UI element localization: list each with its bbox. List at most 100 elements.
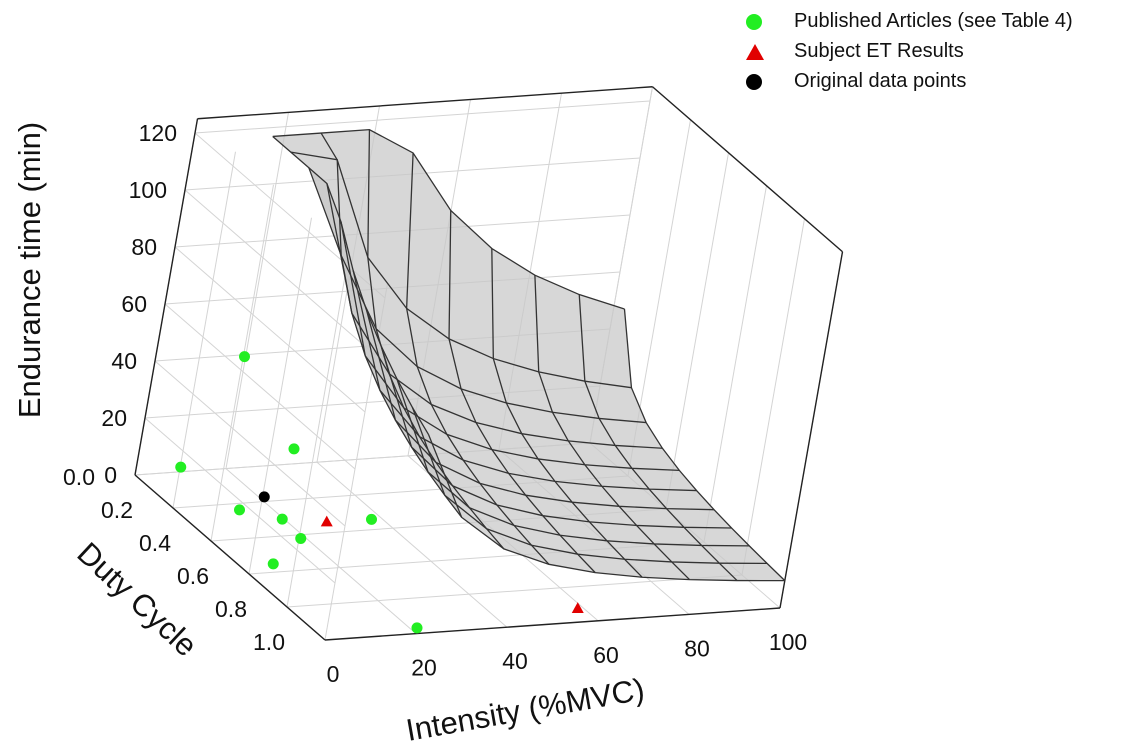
surface-patch — [452, 485, 515, 526]
y-tick-label: 0.8 — [215, 596, 247, 622]
surface-patch — [601, 486, 667, 509]
surface-patch — [389, 373, 447, 435]
surface-patch — [479, 483, 543, 516]
legend-label: Published Articles (see Table 4) — [794, 10, 1073, 32]
surface-patch — [506, 402, 569, 441]
legend-label: Subject ET Results — [794, 40, 964, 62]
surface-patch — [684, 527, 750, 546]
surface-patch — [719, 563, 785, 581]
surface-patch — [624, 559, 690, 580]
x-axis-title: Intensity (%MVC) — [403, 671, 647, 744]
side-grid-line — [210, 184, 274, 542]
surface-patch — [584, 464, 650, 490]
surface-patch — [428, 471, 487, 529]
surface-mesh-line — [308, 167, 647, 424]
x-tick-label: 60 — [593, 642, 619, 668]
x-tick-label: 100 — [769, 629, 807, 655]
surface-mesh-line — [366, 311, 715, 511]
surface-patch — [449, 338, 507, 403]
surface-patch — [654, 543, 720, 564]
surface-patch — [671, 561, 738, 581]
axis-line — [134, 118, 199, 476]
surface-patch — [290, 152, 342, 256]
surface-patch — [367, 129, 414, 309]
surface-patch — [584, 381, 647, 423]
surface-patch — [417, 366, 476, 423]
surface-patch — [367, 257, 418, 367]
surface-patch — [395, 420, 453, 486]
z-tick-label: 120 — [139, 120, 177, 146]
surface-patch — [406, 308, 462, 389]
published-article-marker — [276, 513, 288, 525]
surface-mesh-line — [340, 221, 680, 472]
y-tick-label: 0.4 — [139, 530, 171, 556]
surface-patch — [379, 390, 436, 463]
surface-patch — [469, 507, 532, 546]
surface-mesh-line — [290, 151, 632, 389]
side-grid-line — [184, 189, 376, 356]
original-data-marker — [258, 491, 270, 503]
surface-patch — [435, 462, 497, 505]
black-circle-icon — [744, 74, 764, 90]
surface-patch — [552, 412, 616, 446]
axis-line — [779, 251, 844, 609]
surface-patch — [666, 508, 732, 529]
published-article-marker — [175, 461, 187, 473]
surface-mesh-line — [411, 407, 768, 565]
surface-patch — [577, 554, 643, 578]
surface-patch — [560, 535, 625, 560]
surface-patch — [449, 210, 494, 359]
side-grid-line — [144, 417, 336, 584]
axis-line — [134, 474, 326, 641]
surface-patch — [579, 294, 632, 388]
surface-patch — [341, 255, 390, 374]
z-tick-label: 40 — [111, 348, 137, 374]
axis-line — [324, 607, 781, 641]
x-tick-label: 40 — [502, 648, 528, 674]
surface-patch — [272, 133, 338, 160]
back-grid-line — [194, 100, 651, 134]
surface-patch — [446, 434, 509, 474]
green-circle-icon — [744, 14, 764, 30]
surface-patch — [411, 447, 470, 508]
endurance-surface — [272, 128, 786, 582]
published-article-marker — [366, 513, 377, 525]
surface-patch — [599, 418, 663, 449]
axis-tick-labels: 0 20 40 60 80 100 0.00.20.40.60.81.0 0 20 40 60 80 1… — [63, 120, 807, 687]
z-tick-label: 100 — [129, 177, 167, 203]
subject-et-marker — [320, 515, 333, 527]
surface-patch — [463, 460, 526, 496]
surface-patch — [496, 504, 561, 536]
published-article-marker — [239, 351, 250, 363]
floor-grid-line — [316, 461, 508, 628]
surface-mesh-line — [272, 128, 625, 310]
surface-patch — [491, 449, 555, 482]
surface-patch — [514, 525, 578, 555]
floor-grid-line — [286, 574, 743, 608]
y-tick-label: 0.6 — [177, 563, 209, 589]
x-tick-label: 0 — [327, 661, 340, 687]
red-triangle-icon — [744, 44, 764, 60]
surface-mesh-line — [396, 378, 750, 547]
surface-patch — [701, 545, 768, 564]
side-grid-line — [248, 217, 312, 575]
z-tick-label: 80 — [131, 234, 157, 260]
side-grid-line — [286, 250, 350, 608]
surface-patch — [534, 275, 585, 382]
published-article-marker — [295, 532, 307, 544]
surface-patch — [525, 495, 590, 522]
published-article-marker — [234, 504, 245, 516]
surface-patch — [431, 404, 492, 450]
side-grid-line — [665, 152, 729, 510]
data-points — [175, 351, 584, 634]
surface-patch — [365, 355, 420, 437]
surface-mesh-line — [380, 346, 732, 529]
surface-patch — [538, 371, 600, 419]
side-grid-line — [154, 360, 346, 527]
axis-line — [652, 86, 843, 253]
surface-patch — [619, 506, 685, 528]
published-article-marker — [288, 443, 300, 455]
subject-et-marker — [571, 602, 584, 613]
back-grid-line — [225, 112, 289, 469]
